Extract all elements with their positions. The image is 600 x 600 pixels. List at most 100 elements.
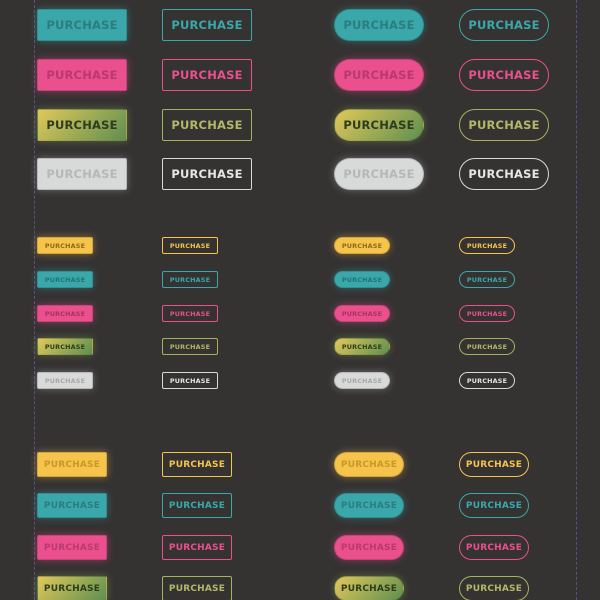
purchase-button-label: PURCHASE [171,18,243,32]
purchase-button-label: PURCHASE [466,342,508,351]
purchase-button-small-olive-outline-pill[interactable]: PURCHASE [459,338,515,355]
purchase-button-label: PURCHASE [466,309,508,318]
purchase-button-large-pink-outline-pill[interactable]: PURCHASE [459,59,549,91]
left-guide-line [34,0,35,600]
purchase-button-label: PURCHASE [171,68,243,82]
purchase-button-large-gray-outline-rect[interactable]: PURCHASE [162,158,252,190]
purchase-button-label: PURCHASE [468,118,540,132]
purchase-button-label: PURCHASE [169,241,211,250]
purchase-button-label: PURCHASE [343,68,415,82]
purchase-button-small-gray-solid-rect[interactable]: PURCHASE [37,372,93,389]
purchase-button-label: PURCHASE [341,376,383,385]
purchase-button-label: PURCHASE [44,342,86,351]
purchase-button-small-yellow-outline-pill[interactable]: PURCHASE [459,237,515,254]
purchase-button-label: PURCHASE [169,342,211,351]
purchase-button-label: PURCHASE [341,241,383,250]
purchase-button-medium-olive-solid-pill[interactable]: PURCHASE [334,576,404,600]
purchase-button-label: PURCHASE [46,118,118,132]
purchase-button-label: PURCHASE [44,275,86,284]
purchase-button-label: PURCHASE [343,167,415,181]
purchase-button-label: PURCHASE [468,68,540,82]
purchase-button-label: PURCHASE [168,583,226,594]
purchase-button-label: PURCHASE [341,275,383,284]
purchase-button-large-teal-outline-rect[interactable]: PURCHASE [162,9,252,41]
purchase-button-label: PURCHASE [46,68,118,82]
purchase-button-small-teal-outline-pill[interactable]: PURCHASE [459,271,515,288]
purchase-button-small-olive-outline-rect[interactable]: PURCHASE [162,338,218,355]
purchase-button-label: PURCHASE [44,309,86,318]
purchase-button-label: PURCHASE [465,542,523,553]
purchase-button-small-pink-outline-rect[interactable]: PURCHASE [162,305,218,322]
purchase-button-small-teal-solid-rect[interactable]: PURCHASE [37,271,93,288]
purchase-button-label: PURCHASE [171,118,243,132]
purchase-button-large-gray-outline-pill[interactable]: PURCHASE [459,158,549,190]
purchase-button-medium-olive-outline-rect[interactable]: PURCHASE [162,576,232,600]
purchase-button-label: PURCHASE [343,18,415,32]
purchase-button-label: PURCHASE [168,542,226,553]
purchase-button-label: PURCHASE [468,167,540,181]
purchase-button-medium-pink-solid-rect[interactable]: PURCHASE [37,535,107,560]
purchase-button-medium-pink-outline-pill[interactable]: PURCHASE [459,535,529,560]
purchase-button-label: PURCHASE [43,583,101,594]
purchase-button-label: PURCHASE [341,342,383,351]
purchase-button-medium-yellow-solid-pill[interactable]: PURCHASE [334,452,404,477]
purchase-button-label: PURCHASE [465,459,523,470]
purchase-button-label: PURCHASE [46,167,118,181]
purchase-button-large-teal-outline-pill[interactable]: PURCHASE [459,9,549,41]
purchase-button-label: PURCHASE [169,309,211,318]
purchase-button-label: PURCHASE [44,376,86,385]
purchase-button-medium-pink-solid-pill[interactable]: PURCHASE [334,535,404,560]
purchase-button-medium-yellow-solid-rect[interactable]: PURCHASE [37,452,107,477]
purchase-button-large-pink-solid-rect[interactable]: PURCHASE [37,59,127,91]
purchase-button-small-gray-outline-pill[interactable]: PURCHASE [459,372,515,389]
purchase-button-large-teal-solid-rect[interactable]: PURCHASE [37,9,127,41]
purchase-button-small-olive-solid-rect[interactable]: PURCHASE [37,338,93,355]
purchase-button-small-gray-outline-rect[interactable]: PURCHASE [162,372,218,389]
purchase-button-small-yellow-solid-rect[interactable]: PURCHASE [37,237,93,254]
purchase-button-label: PURCHASE [340,459,398,470]
purchase-button-label: PURCHASE [44,241,86,250]
purchase-button-medium-teal-solid-pill[interactable]: PURCHASE [334,493,404,518]
purchase-button-label: PURCHASE [171,167,243,181]
purchase-button-small-olive-solid-pill[interactable]: PURCHASE [334,338,390,355]
purchase-button-medium-olive-outline-pill[interactable]: PURCHASE [459,576,529,600]
purchase-button-label: PURCHASE [466,376,508,385]
purchase-button-label: PURCHASE [466,241,508,250]
purchase-button-small-pink-solid-pill[interactable]: PURCHASE [334,305,390,322]
right-guide-line [576,0,577,600]
purchase-button-medium-yellow-outline-rect[interactable]: PURCHASE [162,452,232,477]
purchase-button-label: PURCHASE [340,583,398,594]
purchase-button-medium-yellow-outline-pill[interactable]: PURCHASE [459,452,529,477]
purchase-button-medium-olive-solid-rect[interactable]: PURCHASE [37,576,107,600]
purchase-button-label: PURCHASE [465,583,523,594]
purchase-button-medium-teal-outline-pill[interactable]: PURCHASE [459,493,529,518]
purchase-button-large-gray-solid-rect[interactable]: PURCHASE [37,158,127,190]
purchase-button-label: PURCHASE [340,500,398,511]
purchase-button-medium-teal-outline-rect[interactable]: PURCHASE [162,493,232,518]
purchase-button-small-yellow-solid-pill[interactable]: PURCHASE [334,237,390,254]
purchase-button-label: PURCHASE [168,500,226,511]
purchase-button-large-gray-solid-pill[interactable]: PURCHASE [334,158,424,190]
purchase-button-large-olive-outline-pill[interactable]: PURCHASE [459,109,549,141]
purchase-button-small-teal-outline-rect[interactable]: PURCHASE [162,271,218,288]
purchase-button-medium-teal-solid-rect[interactable]: PURCHASE [37,493,107,518]
purchase-button-label: PURCHASE [43,500,101,511]
purchase-button-large-pink-outline-rect[interactable]: PURCHASE [162,59,252,91]
purchase-button-large-teal-solid-pill[interactable]: PURCHASE [334,9,424,41]
purchase-button-label: PURCHASE [465,500,523,511]
purchase-button-large-olive-solid-rect[interactable]: PURCHASE [37,109,127,141]
purchase-button-small-teal-solid-pill[interactable]: PURCHASE [334,271,390,288]
purchase-button-small-yellow-outline-rect[interactable]: PURCHASE [162,237,218,254]
purchase-button-label: PURCHASE [343,118,415,132]
purchase-button-small-gray-solid-pill[interactable]: PURCHASE [334,372,390,389]
purchase-button-label: PURCHASE [169,376,211,385]
purchase-button-large-olive-outline-rect[interactable]: PURCHASE [162,109,252,141]
purchase-button-large-pink-solid-pill[interactable]: PURCHASE [334,59,424,91]
purchase-button-small-pink-outline-pill[interactable]: PURCHASE [459,305,515,322]
purchase-button-large-olive-solid-pill[interactable]: PURCHASE [334,109,424,141]
purchase-button-label: PURCHASE [43,542,101,553]
purchase-button-small-pink-solid-rect[interactable]: PURCHASE [37,305,93,322]
purchase-button-label: PURCHASE [168,459,226,470]
purchase-button-medium-pink-outline-rect[interactable]: PURCHASE [162,535,232,560]
